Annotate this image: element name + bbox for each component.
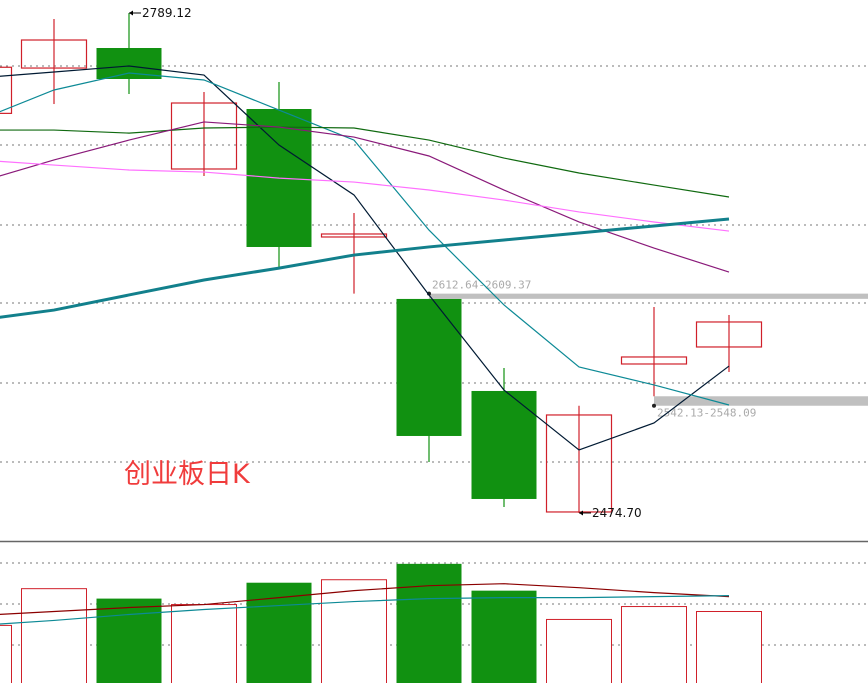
volume-bar [396,563,462,683]
volume-bar [621,606,687,683]
volume-bar [696,611,762,683]
ma-line-ma10 [0,72,730,406]
gap-marker [652,403,656,408]
volume-bar [96,598,162,683]
candle-body [0,66,13,114]
gap-label: 2542.13-2548.09 [657,407,756,420]
annotation-arrowhead [579,510,583,516]
candle-body [320,233,388,238]
ma-line-ma20 [0,126,730,198]
candle-body [396,298,462,436]
gap-label: 2612.64-2609.37 [432,279,531,292]
volume-bar [171,604,237,683]
volume-bar [546,618,612,683]
annotation-label: 2474.70 [592,506,642,520]
ma-line-ma60 [0,160,730,232]
volume-ma-line [0,583,730,615]
annotation-arrowhead [129,10,133,16]
volume-bar [471,590,537,683]
volume-ma-line [0,595,730,625]
volume-bar [0,624,12,683]
chart-title: 创业板日K [124,459,250,490]
volume-bar [321,579,387,683]
gap-band [654,396,868,406]
candle-body [20,39,88,69]
gap-band [429,293,868,299]
volume-bar [21,588,87,683]
candle-body [471,390,537,499]
annotation-label: 2789.12 [142,6,192,20]
ma-line-ma5 [0,65,730,451]
ma-line-ma30 [0,121,730,273]
candle-body [170,102,238,170]
candle-body [695,321,763,348]
ma-line-ma120 [0,217,730,319]
candle-body [96,48,162,79]
candle-body [545,414,613,513]
candle-body [620,356,688,365]
